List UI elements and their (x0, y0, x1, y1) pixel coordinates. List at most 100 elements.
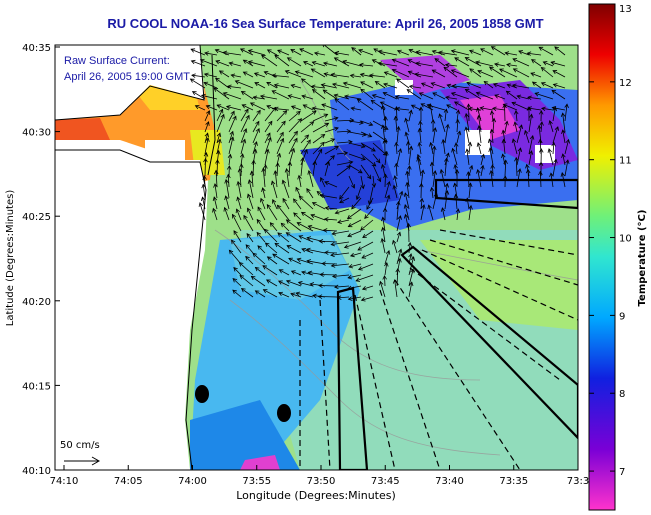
current-arrow (215, 77, 230, 89)
current-arrow (406, 182, 410, 199)
current-arrowhead (391, 58, 397, 63)
current-arrowhead (385, 249, 391, 255)
current-arrow (319, 240, 338, 243)
current-arrow (431, 82, 446, 89)
current-arrow (561, 172, 566, 188)
current-arrowhead (203, 72, 209, 77)
current-arrow (539, 139, 542, 155)
current-arrowhead (537, 124, 542, 130)
current-arrowhead (501, 129, 506, 135)
current-arrowhead (419, 197, 425, 203)
current-arrow (288, 95, 302, 100)
current-arrowhead (242, 71, 248, 76)
current-arrowhead (396, 125, 401, 131)
x-tick-label: 73:35 (499, 476, 528, 487)
current-arrow (512, 58, 530, 67)
current-arrowhead (516, 94, 522, 100)
current-arrowhead (261, 54, 266, 59)
current-arrowhead (450, 69, 456, 74)
current-arrowhead (371, 93, 377, 99)
current-arrow (321, 103, 338, 111)
current-arrowhead (392, 239, 397, 245)
current-arrowhead (226, 165, 232, 170)
current-arrowhead (302, 104, 308, 109)
current-arrow (454, 57, 470, 67)
current-arrow (456, 131, 461, 144)
current-arrow (408, 282, 413, 298)
current-arrow (360, 73, 374, 78)
station-marker (195, 385, 209, 403)
current-arrow (445, 64, 458, 67)
current-arrowhead (254, 266, 260, 272)
current-arrowhead (239, 153, 245, 158)
current-arrowhead (538, 110, 544, 115)
current-arrow (378, 50, 398, 56)
current-arrowhead (293, 130, 298, 136)
current-arrow (246, 233, 254, 243)
current-arrow (552, 142, 555, 155)
current-arrowhead (476, 142, 482, 147)
current-arrowhead (235, 208, 240, 214)
current-arrow (247, 208, 254, 221)
current-arrowhead (226, 84, 232, 89)
current-arrowhead (272, 198, 277, 204)
current-arrow (384, 71, 398, 78)
current-arrow (528, 150, 532, 166)
current-arrow (248, 179, 254, 199)
current-arrow (190, 78, 206, 89)
current-arrowhead (296, 110, 301, 116)
current-arrowhead (253, 141, 258, 146)
current-arrowhead (386, 181, 391, 186)
current-arrowhead (403, 213, 409, 219)
current-arrowhead (337, 219, 342, 224)
current-arrowhead (367, 133, 373, 138)
current-arrowhead (444, 62, 450, 68)
current-arrow (252, 253, 266, 265)
current-arrow (475, 61, 494, 67)
current-arrow (300, 157, 304, 177)
current-arrowhead (227, 153, 233, 159)
current-arrowhead (467, 182, 473, 188)
current-arrow (279, 269, 290, 276)
current-arrowhead (190, 48, 196, 53)
current-arrowhead (295, 186, 300, 192)
current-arrow (451, 92, 470, 100)
current-arrowhead (205, 121, 210, 126)
current-arrow (331, 241, 350, 245)
current-arrow (274, 84, 290, 89)
current-arrowhead (256, 109, 261, 115)
current-arrowhead (286, 57, 292, 62)
current-arrow (454, 101, 470, 111)
current-arrowhead (347, 285, 352, 291)
current-arrow (314, 52, 326, 56)
current-arrowhead (360, 143, 366, 149)
current-arrow (451, 69, 470, 78)
current-arrowhead (311, 106, 317, 111)
current-arrowhead (394, 141, 399, 147)
current-arrowhead (404, 117, 409, 123)
current-arrow (465, 127, 470, 144)
current-arrowhead (224, 195, 229, 201)
current-arrow (262, 168, 266, 188)
current-arrow (440, 169, 446, 188)
current-arrow (551, 90, 566, 100)
current-arrow (228, 131, 234, 144)
current-arrow (334, 98, 350, 111)
current-arrow (554, 46, 566, 56)
current-arrow (235, 80, 254, 89)
current-arrowhead (311, 202, 317, 207)
current-arrowhead (414, 72, 420, 77)
current-arrowhead (428, 103, 433, 109)
current-arrowhead (262, 265, 268, 270)
current-arrow (215, 60, 230, 67)
current-arrow (263, 289, 278, 298)
colorbar (588, 3, 616, 511)
current-arrowhead (342, 59, 347, 65)
current-arrow (264, 229, 278, 243)
current-arrow (216, 114, 225, 133)
current-arrowhead (511, 138, 517, 144)
current-arrowhead (527, 95, 532, 100)
current-arrow (444, 183, 448, 199)
current-arrow (383, 92, 398, 100)
current-arrow (253, 96, 266, 100)
